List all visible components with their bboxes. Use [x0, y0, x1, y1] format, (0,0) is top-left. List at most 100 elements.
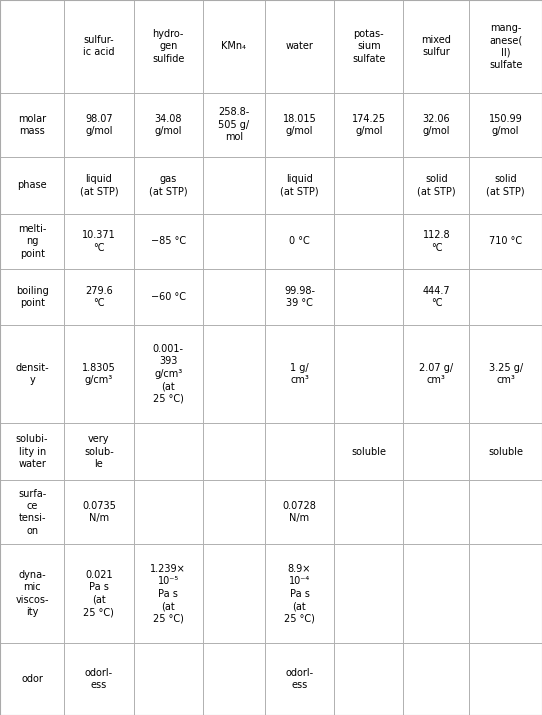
Bar	[265, 325, 334, 423]
Bar	[265, 269, 334, 325]
Text: 112.8
°C: 112.8 °C	[423, 230, 450, 252]
Bar	[133, 157, 203, 214]
Text: −60 °C: −60 °C	[151, 292, 186, 302]
Bar	[0, 643, 64, 715]
Bar	[133, 269, 203, 325]
Text: 0.001-
393
g/cm³
(at
25 °C): 0.001- 393 g/cm³ (at 25 °C)	[153, 344, 184, 403]
Text: mang-
anese(
II)
sulfate: mang- anese( II) sulfate	[489, 23, 522, 70]
Bar	[403, 423, 469, 480]
Text: liquid
(at STP): liquid (at STP)	[280, 174, 319, 197]
Bar	[203, 544, 265, 643]
Text: sulfur-
ic acid: sulfur- ic acid	[83, 35, 115, 57]
Text: 174.25
g/mol: 174.25 g/mol	[352, 114, 386, 136]
Text: molar
mass: molar mass	[18, 114, 46, 136]
Bar	[265, 214, 334, 269]
Bar	[203, 92, 265, 157]
Text: water: water	[286, 41, 313, 51]
Bar	[133, 423, 203, 480]
Bar	[469, 92, 542, 157]
Text: solubi-
lity in
water: solubi- lity in water	[16, 434, 48, 469]
Bar	[64, 325, 133, 423]
Bar	[133, 0, 203, 92]
Bar	[469, 423, 542, 480]
Bar	[133, 214, 203, 269]
Text: 1.8305
g/cm³: 1.8305 g/cm³	[82, 363, 116, 385]
Text: 710 °C: 710 °C	[489, 237, 522, 247]
Text: 2.07 g/
cm³: 2.07 g/ cm³	[420, 363, 454, 385]
Bar	[64, 423, 133, 480]
Bar	[203, 423, 265, 480]
Bar	[203, 269, 265, 325]
Text: 0.0735
N/m: 0.0735 N/m	[82, 501, 116, 523]
Text: 34.08
g/mol: 34.08 g/mol	[154, 114, 182, 136]
Text: densit-
y: densit- y	[15, 363, 49, 385]
Text: soluble: soluble	[351, 447, 386, 456]
Bar	[334, 544, 403, 643]
Bar	[265, 157, 334, 214]
Bar	[133, 92, 203, 157]
Text: −85 °C: −85 °C	[151, 237, 186, 247]
Bar	[334, 0, 403, 92]
Text: 98.07
g/mol: 98.07 g/mol	[85, 114, 113, 136]
Bar	[265, 92, 334, 157]
Bar	[64, 214, 133, 269]
Bar	[133, 480, 203, 544]
Bar	[203, 643, 265, 715]
Bar	[334, 214, 403, 269]
Text: phase: phase	[17, 180, 47, 190]
Bar	[265, 643, 334, 715]
Text: 444.7
°C: 444.7 °C	[423, 286, 450, 308]
Bar	[0, 269, 64, 325]
Bar	[334, 423, 403, 480]
Bar	[0, 480, 64, 544]
Bar	[469, 325, 542, 423]
Text: 3.25 g/
cm³: 3.25 g/ cm³	[489, 363, 522, 385]
Text: solid
(at STP): solid (at STP)	[486, 174, 525, 197]
Bar	[265, 544, 334, 643]
Text: 279.6
°C: 279.6 °C	[85, 286, 113, 308]
Bar	[0, 92, 64, 157]
Bar	[0, 544, 64, 643]
Bar	[334, 643, 403, 715]
Bar	[469, 480, 542, 544]
Bar	[64, 544, 133, 643]
Text: 99.98-
39 °C: 99.98- 39 °C	[284, 286, 315, 308]
Text: boiling
point: boiling point	[16, 286, 48, 308]
Text: 0 °C: 0 °C	[289, 237, 310, 247]
Text: 258.8-
505 g/
mol: 258.8- 505 g/ mol	[218, 107, 249, 142]
Bar	[403, 214, 469, 269]
Text: soluble: soluble	[488, 447, 523, 456]
Bar	[403, 480, 469, 544]
Text: mixed
sulfur: mixed sulfur	[422, 35, 451, 57]
Bar	[0, 423, 64, 480]
Bar	[0, 0, 64, 92]
Bar	[403, 92, 469, 157]
Text: liquid
(at STP): liquid (at STP)	[80, 174, 118, 197]
Bar	[403, 157, 469, 214]
Bar	[64, 92, 133, 157]
Text: 0.021
Pa s
(at
25 °C): 0.021 Pa s (at 25 °C)	[83, 570, 114, 617]
Bar	[403, 643, 469, 715]
Bar	[469, 269, 542, 325]
Bar	[64, 480, 133, 544]
Bar	[203, 157, 265, 214]
Text: 0.0728
N/m: 0.0728 N/m	[282, 501, 317, 523]
Text: odorl-
ess: odorl- ess	[85, 668, 113, 690]
Text: 150.99
g/mol: 150.99 g/mol	[489, 114, 522, 136]
Text: surfa-
ce
tensi-
on: surfa- ce tensi- on	[18, 488, 46, 536]
Bar	[0, 157, 64, 214]
Bar	[133, 544, 203, 643]
Text: very
solub-
le: very solub- le	[84, 434, 114, 469]
Text: KMn₄: KMn₄	[221, 41, 247, 51]
Bar	[64, 0, 133, 92]
Text: hydro-
gen
sulfide: hydro- gen sulfide	[152, 29, 184, 64]
Text: odor: odor	[21, 674, 43, 684]
Bar	[469, 544, 542, 643]
Text: melti-
ng
point: melti- ng point	[18, 224, 46, 259]
Bar	[203, 325, 265, 423]
Text: 1.239×
10⁻⁵
Pa s
(at
25 °C): 1.239× 10⁻⁵ Pa s (at 25 °C)	[150, 564, 186, 623]
Text: 18.015
g/mol: 18.015 g/mol	[282, 114, 317, 136]
Bar	[334, 325, 403, 423]
Bar	[265, 480, 334, 544]
Bar	[133, 325, 203, 423]
